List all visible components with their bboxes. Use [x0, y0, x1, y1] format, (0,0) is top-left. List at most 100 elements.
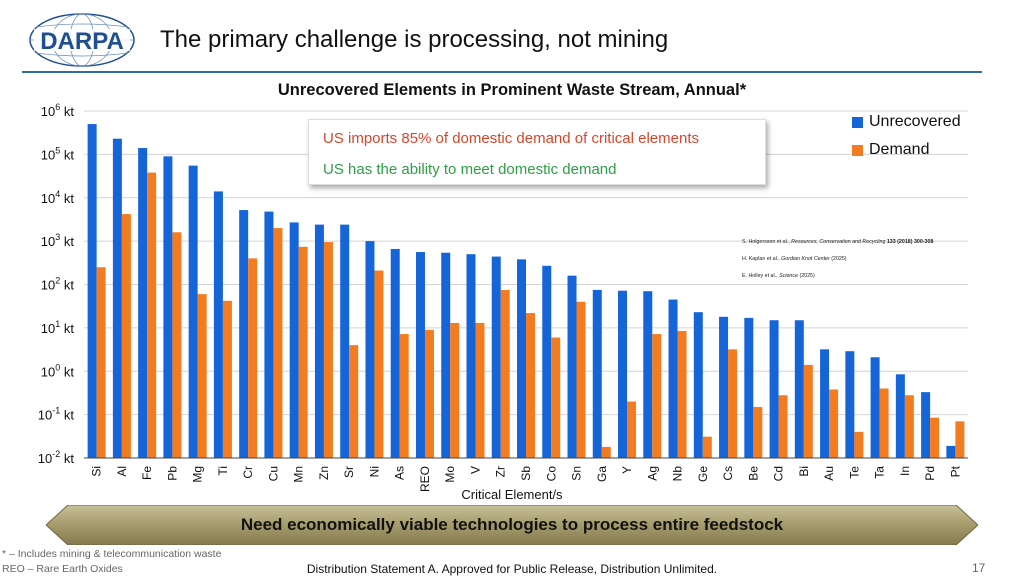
bar-unrecovered-cu — [264, 211, 274, 458]
x-axis-ticks: Si Al Fe Pb Mg Ti Cr Cu Mn Zn Sr Ni As REO Mo V Zr Sb Co Sn… — [90, 465, 963, 492]
bar-unrecovered-cs — [719, 316, 729, 458]
x-tick-label-sn: Sn — [570, 466, 584, 481]
x-tick-label-ti: Ti — [216, 466, 230, 476]
y-tick-label: 100 kt — [41, 362, 75, 379]
darpa-logo: DARPA — [29, 13, 135, 67]
x-tick-label-be: Be — [746, 466, 760, 481]
bar-demand-ge — [702, 436, 712, 458]
x-tick-label-mg: Mg — [191, 466, 205, 483]
y-tick-label: 104 kt — [41, 189, 75, 206]
y-tick-label: 10-1 kt — [38, 406, 75, 423]
bar-demand-fe — [147, 172, 157, 459]
bar-unrecovered-pt — [946, 445, 956, 458]
x-tick-label-nb: Nb — [671, 466, 685, 482]
callout-imports-text: US imports 85% of domestic demand of cri… — [323, 130, 699, 147]
bar-demand-zr — [500, 289, 510, 458]
distribution-statement: Distribution Statement A. Approved for P… — [306, 562, 718, 576]
x-tick-label-sr: Sr — [342, 466, 356, 478]
x-tick-label-sb: Sb — [519, 466, 533, 481]
x-tick-label-ag: Ag — [645, 466, 659, 481]
bar-unrecovered-zr — [491, 256, 501, 458]
x-tick-label-ga: Ga — [595, 466, 609, 482]
x-tick-label-mn: Mn — [292, 466, 306, 483]
chart-title: Unrecovered Elements in Prominent Waste … — [277, 81, 747, 99]
bar-unrecovered-ni — [365, 241, 375, 458]
bar-unrecovered-sn — [567, 275, 577, 458]
bar-unrecovered-as — [390, 248, 400, 458]
bar-demand-pd — [930, 417, 940, 458]
banner-text: Need economically viable technologies to… — [240, 515, 784, 534]
bar-demand-ga — [601, 446, 611, 458]
x-tick-label-au: Au — [822, 466, 836, 481]
bar-demand-cd — [778, 395, 788, 458]
x-tick-label-cs: Cs — [721, 466, 735, 481]
y-axis-ticks: 10-2 kt 10-1 kt 100 kt 101 kt 102 kt 103 kt 10… — [38, 102, 75, 466]
bar-unrecovered-mn — [289, 222, 299, 458]
x-tick-label-bi: Bi — [797, 466, 811, 477]
bar-unrecovered-y — [618, 290, 628, 458]
x-tick-label-mo: Mo — [443, 466, 457, 483]
bar-unrecovered-ag — [643, 291, 653, 458]
bar-unrecovered-sr — [340, 224, 350, 458]
bar-demand-pb — [172, 232, 182, 458]
bar-unrecovered-be — [744, 317, 754, 458]
x-tick-label-pd: Pd — [923, 466, 937, 481]
x-tick-label-al: Al — [115, 466, 129, 477]
legend-swatch-unrecovered — [852, 116, 863, 128]
x-tick-label-ge: Ge — [696, 466, 710, 482]
bar-demand-v — [475, 322, 485, 458]
legend-item-demand: Demand — [852, 136, 961, 164]
bar-unrecovered-bi — [794, 320, 804, 458]
x-tick-label-reo: REO — [418, 466, 432, 492]
bar-unrecovered-ta — [870, 357, 880, 458]
footnote-waste: * – Includes mining & telecommunication … — [2, 548, 222, 560]
bar-demand-zn — [323, 242, 333, 458]
y-tick-label: 102 kt — [41, 276, 75, 293]
bar-unrecovered-cd — [769, 320, 779, 458]
bar-unrecovered-cr — [239, 210, 249, 458]
x-tick-label-in: In — [898, 466, 912, 476]
bar-demand-au — [829, 389, 839, 458]
bar-demand-cr — [248, 258, 258, 458]
svg-text:DARPA: DARPA — [40, 28, 124, 55]
page-number: 17 — [972, 561, 986, 575]
x-tick-label-co: Co — [544, 466, 558, 482]
bar-demand-pt — [955, 421, 965, 458]
legend-label-unrecovered: Unrecovered — [869, 113, 961, 130]
x-tick-label-zr: Zr — [494, 466, 508, 477]
x-tick-label-te: Te — [847, 466, 861, 479]
bar-demand-be — [753, 406, 763, 458]
x-tick-label-pt: Pt — [948, 465, 962, 477]
bar-unrecovered-sb — [517, 259, 526, 458]
legend-swatch-demand — [852, 144, 863, 156]
bar-unrecovered-nb — [668, 299, 678, 458]
legend-label-demand: Demand — [869, 141, 930, 158]
bar-demand-al — [121, 214, 131, 458]
chart-bars — [87, 124, 965, 459]
bar-unrecovered-in — [895, 374, 905, 458]
x-tick-label-as: As — [393, 466, 407, 480]
bar-unrecovered-al — [112, 138, 122, 458]
x-tick-label-cd: Cd — [772, 466, 786, 481]
footnote-reo: REO – Rare Earth Oxides — [2, 563, 123, 575]
y-tick-label: 103 kt — [41, 232, 75, 249]
slide-title: The primary challenge is processing, not… — [160, 26, 669, 53]
y-tick-label: 101 kt — [41, 319, 75, 336]
bar-demand-sn — [576, 301, 586, 458]
callout-box: US imports 85% of domestic demand of cri… — [308, 119, 766, 185]
bar-demand-ni — [374, 270, 384, 458]
bar-demand-ti — [222, 300, 232, 458]
y-tick-label: 10-2 kt — [38, 449, 75, 466]
x-tick-label-pb: Pb — [165, 466, 179, 481]
bar-unrecovered-reo — [415, 252, 425, 458]
bar-demand-te — [854, 431, 864, 458]
bar-demand-ta — [879, 388, 889, 458]
bar-demand-cs — [728, 349, 738, 458]
bar-demand-y — [627, 401, 637, 458]
bar-unrecovered-au — [820, 349, 830, 458]
reference-item: E. Holley et al., Science (2025) — [742, 273, 815, 279]
header-rule — [22, 71, 982, 73]
bar-unrecovered-si — [87, 124, 97, 458]
x-tick-label-cr: Cr — [241, 466, 255, 479]
